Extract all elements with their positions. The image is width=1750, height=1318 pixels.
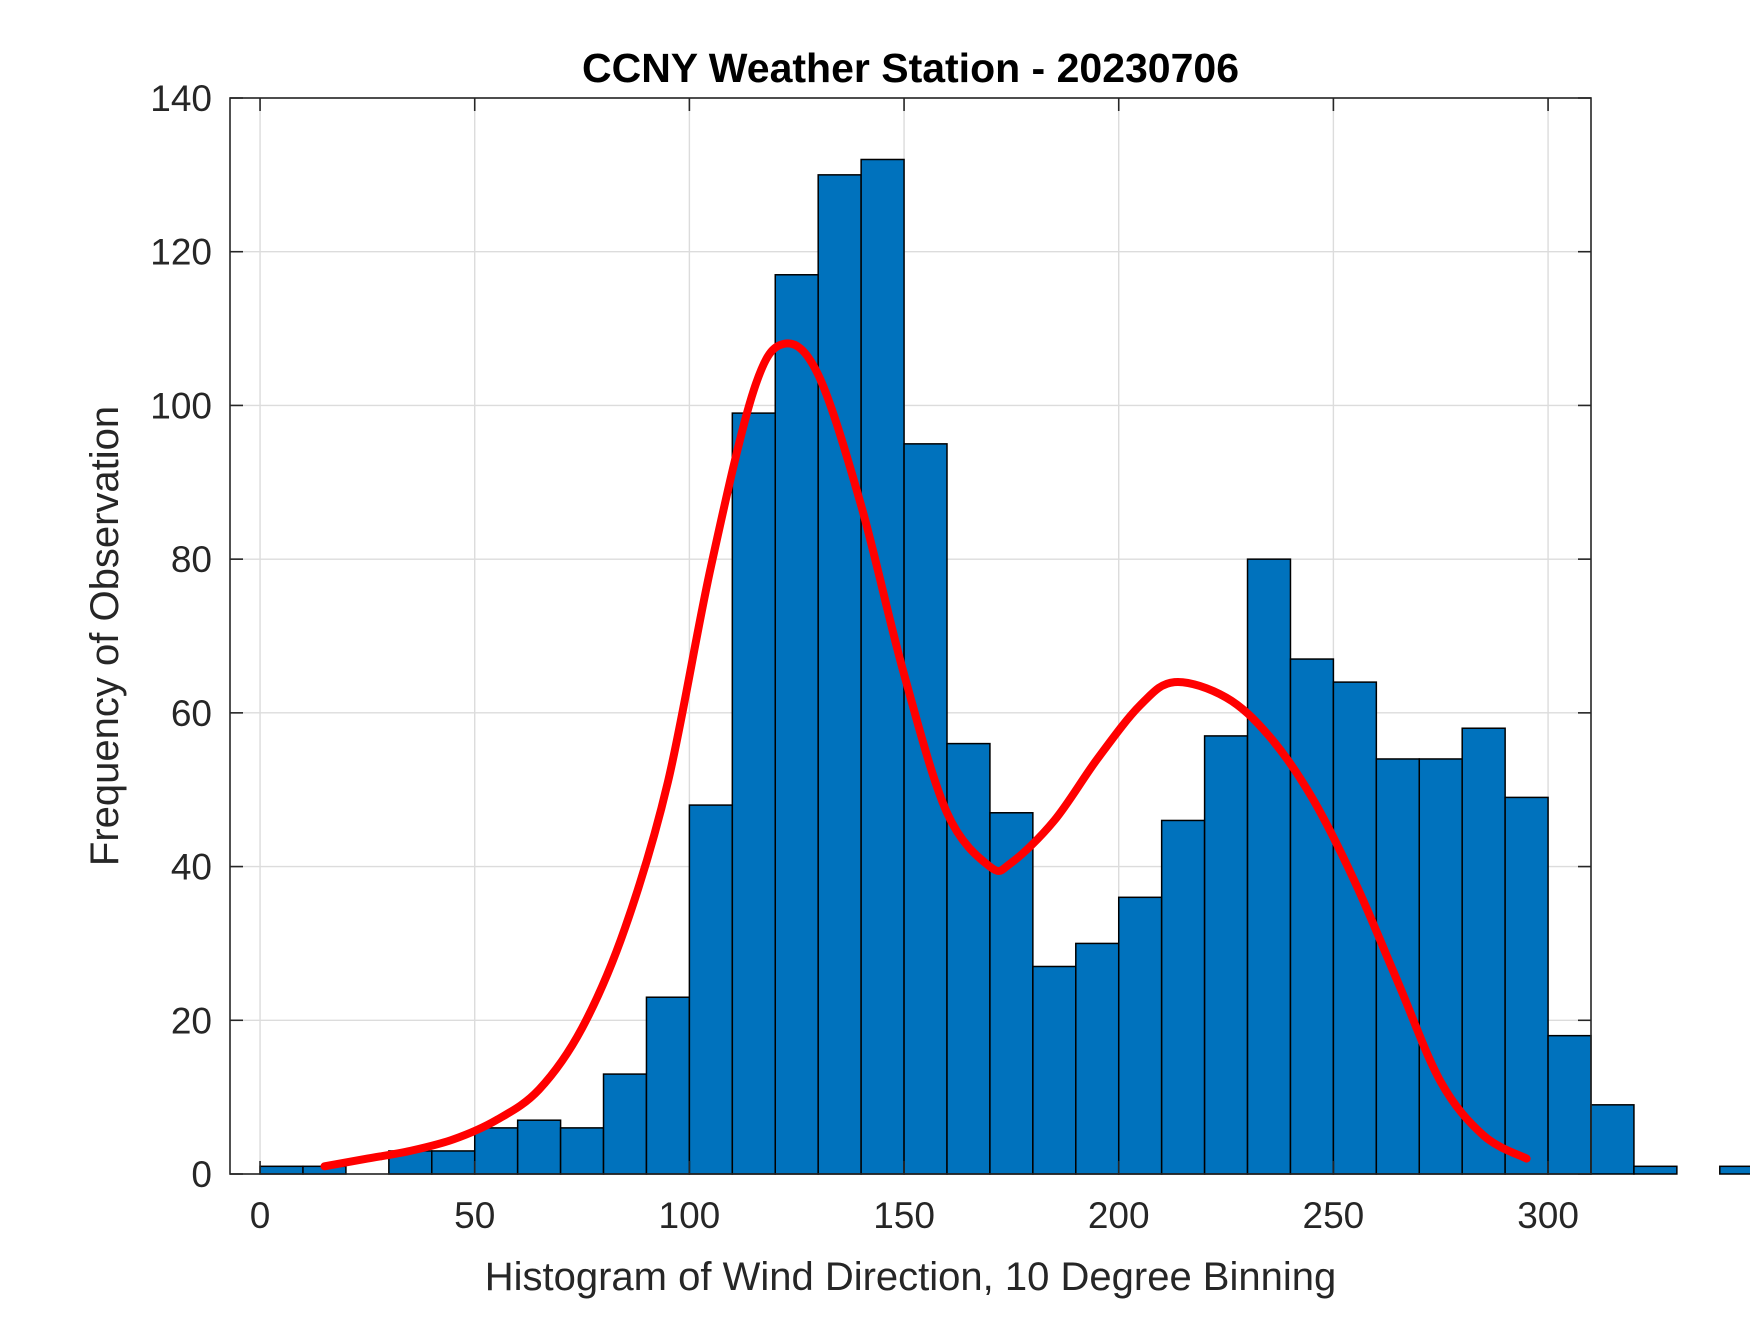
- x-tick-label: 50: [454, 1195, 495, 1236]
- histogram-bar: [1547, 1034, 1592, 1175]
- y-tick-label: 0: [191, 1154, 212, 1195]
- x-tick-label: 0: [250, 1195, 271, 1236]
- histogram-bar: [1160, 819, 1206, 1175]
- histogram-bar: [1117, 896, 1163, 1175]
- x-tick-label: 300: [1517, 1195, 1579, 1236]
- histogram-bar: [473, 1127, 519, 1175]
- histogram-bar: [602, 1073, 648, 1175]
- histogram-bar: [1289, 658, 1335, 1175]
- histogram-bar: [860, 158, 905, 1175]
- histogram-bar: [688, 804, 734, 1175]
- x-tick-label: 100: [659, 1195, 721, 1236]
- x-tick-label: 200: [1088, 1195, 1150, 1236]
- x-tick-label: 150: [873, 1195, 935, 1236]
- histogram-bar: [1590, 1104, 1635, 1175]
- histogram-bar: [1375, 758, 1421, 1175]
- fit-curve-layer: [320, 339, 1531, 1171]
- y-tick-label: 120: [150, 232, 212, 273]
- y-tick-label: 40: [171, 847, 212, 888]
- histogram-bar: [259, 1165, 304, 1175]
- chart-title: CCNY Weather Station - 20230706: [582, 45, 1239, 91]
- histogram-bar: [1075, 942, 1120, 1175]
- histogram-bar: [1504, 796, 1549, 1175]
- histogram-bar: [946, 742, 991, 1175]
- tick-labels-layer: 0 50 100 150 200 250 300 0 20 40 60 80 100 120 140: [150, 78, 1579, 1236]
- histogram-bar: [774, 274, 819, 1175]
- histogram-bar: [1332, 681, 1378, 1175]
- plot-border: [229, 97, 1592, 1175]
- histogram-bar: [516, 1119, 562, 1175]
- y-tick-label: 140: [150, 78, 212, 119]
- y-tick-label: 20: [171, 1000, 212, 1041]
- histogram-bar: [559, 1127, 605, 1175]
- histogram-bar: [1203, 735, 1249, 1175]
- histogram-bar: [1461, 727, 1506, 1175]
- fit-curve: [320, 339, 1531, 1171]
- histogram-bar: [817, 174, 862, 1175]
- y-tick-label: 80: [171, 539, 212, 580]
- histogram-bar: [903, 443, 948, 1175]
- ticks-layer: [230, 97, 1591, 1175]
- histogram-bar: [1719, 1165, 1750, 1175]
- histogram-bar: [1246, 558, 1292, 1175]
- histogram-bar: [1032, 965, 1077, 1175]
- x-axis-label: Histogram of Wind Direction, 10 Degree B…: [485, 1255, 1337, 1299]
- histogram-bar: [645, 996, 691, 1175]
- y-tick-label: 100: [150, 385, 212, 426]
- y-tick-label: 60: [171, 693, 212, 734]
- histogram-bar: [1633, 1165, 1678, 1175]
- y-axis-label: Frequency of Observation: [83, 406, 127, 866]
- x-tick-label: 250: [1303, 1195, 1365, 1236]
- histogram-bar: [731, 412, 777, 1175]
- histogram-bar: [431, 1150, 476, 1175]
- histogram-bar: [1418, 758, 1463, 1175]
